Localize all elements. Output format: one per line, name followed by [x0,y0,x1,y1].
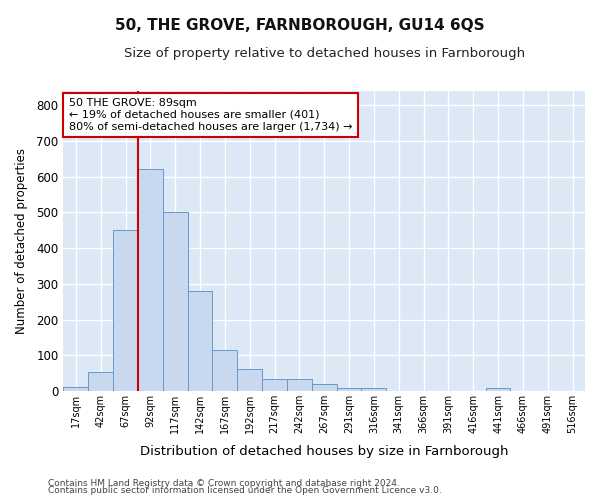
Text: Contains HM Land Registry data © Crown copyright and database right 2024.: Contains HM Land Registry data © Crown c… [48,478,400,488]
Bar [188,291,212,391]
Bar [163,212,188,391]
Bar [262,378,287,391]
Bar [312,384,337,391]
Bar [361,388,386,391]
Bar [138,169,163,391]
Text: 50, THE GROVE, FARNBOROUGH, GU14 6QS: 50, THE GROVE, FARNBOROUGH, GU14 6QS [115,18,485,32]
Bar [485,388,511,391]
Bar [212,350,237,391]
Bar [113,230,138,391]
Bar [287,378,312,391]
X-axis label: Distribution of detached houses by size in Farnborough: Distribution of detached houses by size … [140,444,508,458]
Bar [64,387,88,391]
Text: 50 THE GROVE: 89sqm
← 19% of detached houses are smaller (401)
80% of semi-detac: 50 THE GROVE: 89sqm ← 19% of detached ho… [68,98,352,132]
Y-axis label: Number of detached properties: Number of detached properties [15,148,28,334]
Bar [337,388,361,391]
Bar [237,369,262,391]
Text: Contains public sector information licensed under the Open Government Licence v3: Contains public sector information licen… [48,486,442,495]
Title: Size of property relative to detached houses in Farnborough: Size of property relative to detached ho… [124,48,525,60]
Bar [88,372,113,391]
